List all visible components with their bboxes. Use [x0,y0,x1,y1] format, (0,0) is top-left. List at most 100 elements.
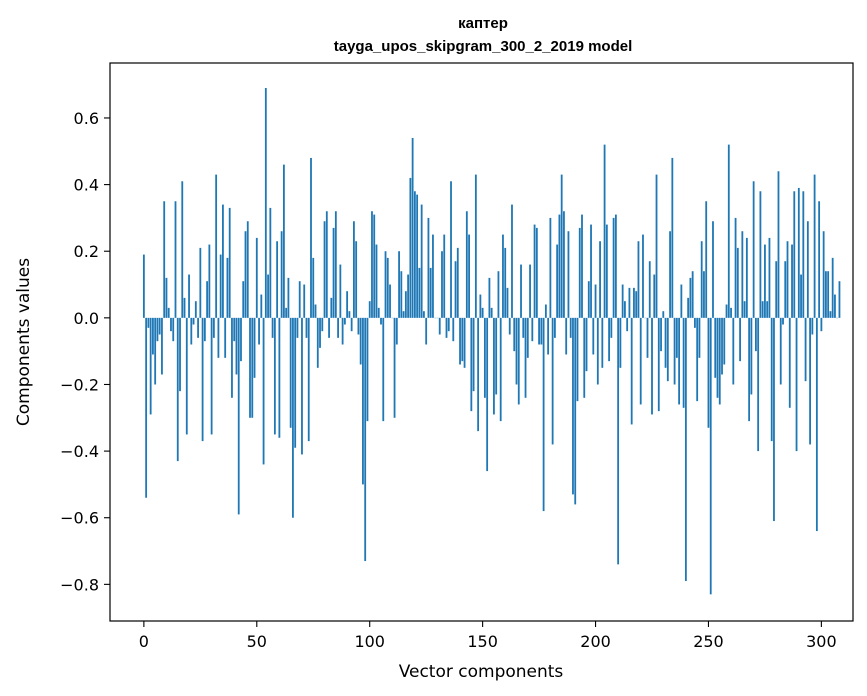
bar [359,317,362,365]
bar [179,317,181,392]
bar [633,287,635,318]
bar [637,241,640,318]
bar [578,227,581,318]
bar [764,244,766,318]
bar [416,194,419,318]
bar [669,231,671,318]
bar [244,231,247,318]
bar [210,317,213,435]
y-tick-label: −0.2 [60,375,99,394]
bar [657,317,660,412]
bar [777,171,780,318]
bar [820,317,823,332]
bar [734,217,737,318]
bar-series [142,87,841,595]
bar [222,204,224,318]
bar [549,217,552,318]
bar [142,254,145,318]
bar [743,301,746,318]
bar [316,317,319,368]
bar [698,317,701,358]
bar [628,287,631,318]
bar [441,251,443,318]
bar [608,317,610,362]
bar [156,317,159,342]
bar [319,317,321,348]
bar [468,234,470,318]
bar [454,261,457,318]
bar [626,317,629,332]
bar [515,317,518,385]
bar [364,317,367,562]
bar [684,317,687,582]
bar [741,231,744,318]
bar [761,301,764,318]
bar [822,231,825,318]
bar [456,247,459,318]
bar [382,317,385,422]
bar [572,317,574,495]
bar [246,221,249,318]
bar [269,207,272,318]
bar [407,274,410,318]
bar [547,317,550,355]
bar [700,241,703,318]
bar [240,317,242,362]
bar [212,317,215,338]
bar [445,317,448,338]
bar [506,287,509,318]
bar [287,277,290,318]
bar [307,317,310,442]
bar [490,307,493,318]
bar [174,201,177,318]
bar [520,264,522,318]
bar [671,157,674,318]
bar [427,217,430,318]
bar [513,317,516,352]
bar [791,244,793,318]
bar [590,224,592,318]
x-axis-ticks: 0 50 100 150 200 250 300 [139,621,837,651]
bar [217,317,220,358]
bar [804,317,807,382]
bar [739,317,741,362]
bar [691,271,694,318]
bar [542,317,545,512]
bar [332,227,335,318]
x-tick-label: 50 [247,632,267,651]
bar [621,284,624,318]
bar [260,294,263,318]
bar [201,317,204,442]
bar [581,214,583,318]
bar [495,317,498,395]
bar [273,317,276,435]
bar [194,301,197,318]
bar [224,317,227,358]
bar [535,227,538,318]
bar [400,271,403,318]
bar [596,317,599,385]
bar [531,317,534,342]
bar [648,261,651,318]
bar [292,317,294,518]
x-tick-label: 250 [693,632,724,651]
bar [553,317,556,338]
bar [560,174,563,318]
bar [723,317,726,365]
bar [569,317,572,338]
bar [325,211,328,318]
bar [188,274,190,318]
bar [343,317,346,325]
bar [438,317,441,335]
y-tick-label: −0.8 [60,575,99,594]
bar [398,251,400,318]
bar [362,317,364,485]
y-tick-label: 0.6 [74,109,99,128]
bar [642,234,644,318]
bar [176,317,179,462]
bar [818,201,821,318]
bar [797,187,800,318]
bar [199,247,202,318]
bar [551,317,554,445]
